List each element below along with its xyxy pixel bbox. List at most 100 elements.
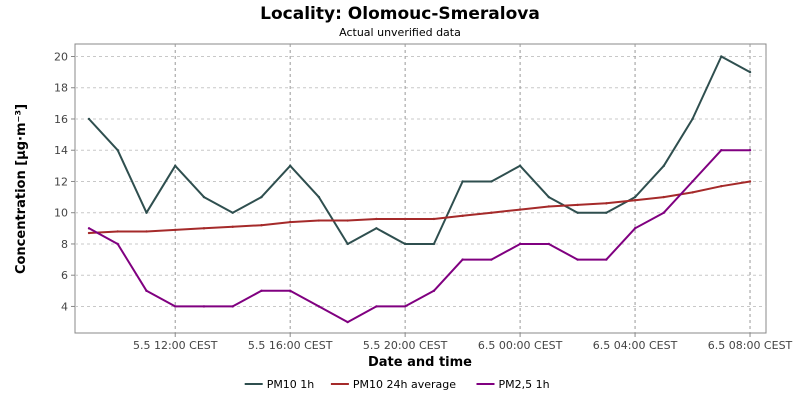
y-tick-label: 20	[54, 50, 68, 63]
data-point	[748, 180, 752, 183]
chart-subtitle: Actual unverified data	[339, 26, 461, 39]
data-point	[403, 242, 407, 246]
data-point	[87, 231, 91, 235]
data-point	[662, 195, 665, 199]
data-point	[490, 180, 493, 183]
series-line	[88, 149, 750, 324]
data-point	[288, 289, 292, 293]
series-group	[87, 55, 752, 246]
data-point	[87, 227, 91, 230]
x-tick-label: 6.5 08:00 CEST	[708, 339, 793, 352]
data-point	[518, 242, 522, 246]
chart-title: Locality: Olomouc-Smeralova	[260, 4, 540, 24]
data-point	[748, 149, 752, 152]
data-point	[288, 164, 292, 168]
data-point	[288, 220, 292, 224]
data-point	[174, 164, 177, 168]
data-point	[317, 219, 321, 222]
data-point	[547, 242, 551, 246]
data-point	[202, 227, 206, 230]
data-point	[260, 289, 263, 293]
legend-label: PM2,5 1h	[499, 378, 550, 391]
data-point	[231, 305, 234, 308]
data-point	[403, 305, 407, 308]
data-point	[432, 242, 436, 246]
data-point	[375, 227, 378, 230]
data-point	[174, 305, 177, 308]
data-point	[720, 184, 723, 188]
data-point	[145, 230, 148, 233]
data-point	[403, 217, 407, 221]
data-point	[375, 305, 378, 308]
data-point	[317, 195, 321, 199]
data-point	[576, 203, 579, 207]
data-point	[346, 242, 349, 246]
data-point	[662, 164, 665, 168]
data-point	[87, 117, 91, 121]
x-axis-ticks: 5.5 12:00 CEST 5.5 16:00 CEST 5.5 20:00 CE…	[133, 333, 793, 352]
data-point	[490, 258, 493, 261]
data-point	[547, 195, 551, 199]
plot-area	[74, 43, 767, 334]
x-tick-label: 5.5 20:00 CEST	[363, 339, 448, 352]
legend-item: PM10 24h average	[330, 378, 456, 391]
data-point	[375, 217, 378, 221]
data-point	[605, 258, 608, 261]
data-point	[691, 117, 694, 121]
data-point	[202, 305, 206, 308]
data-point	[116, 230, 119, 233]
data-point	[432, 217, 436, 221]
data-point	[231, 225, 234, 228]
data-point	[633, 227, 637, 230]
data-point	[490, 211, 493, 214]
legend-label: PM10 24h average	[353, 378, 456, 391]
data-point	[605, 202, 608, 205]
data-point	[748, 70, 752, 74]
y-axis-label: Concentration [µg·m⁻³]	[14, 104, 29, 274]
data-point	[461, 180, 464, 183]
y-axis-ticks: 4 6 8 10 12 14 16 18 20	[54, 50, 75, 313]
data-point	[461, 214, 464, 218]
data-point	[116, 242, 119, 246]
data-point	[720, 55, 723, 58]
data-point	[518, 208, 522, 211]
data-point	[547, 205, 551, 208]
series-group	[87, 180, 752, 235]
data-point	[116, 149, 119, 152]
data-point	[720, 149, 723, 152]
data-point	[461, 258, 464, 261]
series-line	[88, 180, 751, 234]
y-tick-label: 14	[54, 144, 68, 157]
y-tick-label: 18	[54, 82, 68, 95]
x-tick-label: 5.5 12:00 CEST	[133, 339, 218, 352]
data-point	[576, 211, 579, 214]
data-point	[145, 211, 148, 214]
data-point	[518, 164, 522, 168]
data-point	[231, 211, 234, 214]
data-point	[691, 180, 694, 183]
y-tick-label: 6	[61, 269, 68, 282]
data-point	[346, 219, 349, 222]
legend-item: PM10 1h	[244, 378, 315, 391]
y-tick-label: 12	[54, 175, 68, 188]
legend: PM10 1h PM10 24h average PM2,5 1h	[244, 378, 550, 391]
data-point	[662, 211, 665, 214]
y-tick-label: 4	[61, 300, 68, 313]
data-point	[633, 199, 637, 202]
series-line	[88, 55, 751, 245]
data-point	[260, 195, 263, 199]
y-tick-label: 16	[54, 113, 68, 126]
legend-label: PM10 1h	[267, 378, 315, 391]
data-point	[691, 191, 694, 194]
data-point	[145, 289, 148, 293]
data-point	[174, 228, 177, 232]
x-axis-label: Date and time	[368, 355, 472, 370]
data-point	[432, 289, 436, 293]
x-tick-label: 6.5 00:00 CEST	[478, 339, 563, 352]
x-tick-label: 6.5 04:00 CEST	[593, 339, 678, 352]
data-point	[260, 224, 263, 227]
x-tick-label: 5.5 16:00 CEST	[248, 339, 333, 352]
series-lines	[87, 55, 752, 324]
series-group	[87, 149, 752, 324]
